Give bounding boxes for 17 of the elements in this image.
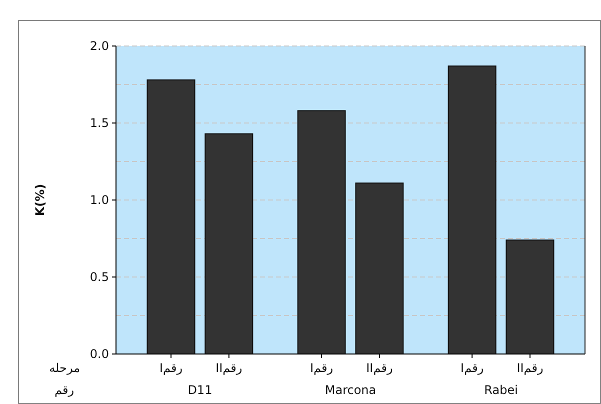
x-tick-label: Iرقم xyxy=(460,361,484,375)
y-tick-label: 1.0 xyxy=(90,193,109,207)
text: Marcona xyxy=(324,383,376,397)
y-tick-label: 0.5 xyxy=(90,270,109,284)
x-tick-label: IIرقم xyxy=(366,361,393,375)
y-tick-label: 1.5 xyxy=(90,116,109,130)
text: Rabei xyxy=(484,383,518,397)
y-tick-label: 0.0 xyxy=(90,347,109,361)
text: D11 xyxy=(188,383,212,397)
x-tick-label: Iرقم xyxy=(310,361,334,375)
text: رقم xyxy=(54,383,74,397)
x-tick-label: Iرقم xyxy=(159,361,183,375)
y-axis-title: K(%) xyxy=(33,184,47,216)
x-tick-label: IIرقم xyxy=(516,361,544,375)
x-tick-label: IIرقم xyxy=(216,361,242,375)
y-tick-label: 2.0 xyxy=(90,39,109,53)
text: مرحله xyxy=(49,361,80,375)
